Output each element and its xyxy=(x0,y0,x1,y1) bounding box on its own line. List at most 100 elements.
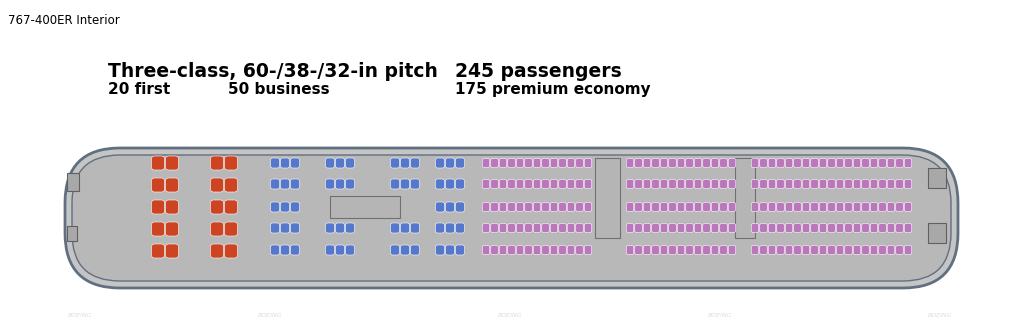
FancyBboxPatch shape xyxy=(345,158,354,168)
FancyBboxPatch shape xyxy=(534,179,541,189)
FancyBboxPatch shape xyxy=(224,200,238,214)
FancyBboxPatch shape xyxy=(686,202,693,212)
FancyBboxPatch shape xyxy=(768,202,776,212)
FancyBboxPatch shape xyxy=(152,178,165,192)
FancyBboxPatch shape xyxy=(445,202,455,212)
FancyBboxPatch shape xyxy=(686,223,693,233)
FancyBboxPatch shape xyxy=(677,179,685,189)
FancyBboxPatch shape xyxy=(811,158,818,168)
FancyBboxPatch shape xyxy=(500,179,507,189)
FancyBboxPatch shape xyxy=(837,179,844,189)
FancyBboxPatch shape xyxy=(508,223,515,233)
FancyBboxPatch shape xyxy=(534,245,541,255)
FancyBboxPatch shape xyxy=(862,179,869,189)
FancyBboxPatch shape xyxy=(768,179,776,189)
FancyBboxPatch shape xyxy=(660,158,668,168)
FancyBboxPatch shape xyxy=(516,223,523,233)
FancyBboxPatch shape xyxy=(712,179,719,189)
FancyBboxPatch shape xyxy=(702,223,711,233)
FancyBboxPatch shape xyxy=(542,158,549,168)
FancyBboxPatch shape xyxy=(660,245,668,255)
Text: BOEING: BOEING xyxy=(498,313,522,318)
FancyBboxPatch shape xyxy=(853,202,861,212)
FancyBboxPatch shape xyxy=(345,179,354,189)
FancyBboxPatch shape xyxy=(752,179,759,189)
FancyBboxPatch shape xyxy=(785,202,793,212)
FancyBboxPatch shape xyxy=(575,202,584,212)
FancyBboxPatch shape xyxy=(870,158,878,168)
FancyBboxPatch shape xyxy=(411,223,420,233)
FancyBboxPatch shape xyxy=(845,245,852,255)
FancyBboxPatch shape xyxy=(735,158,755,238)
FancyBboxPatch shape xyxy=(785,179,793,189)
FancyBboxPatch shape xyxy=(500,223,507,233)
FancyBboxPatch shape xyxy=(559,158,566,168)
FancyBboxPatch shape xyxy=(482,158,489,168)
FancyBboxPatch shape xyxy=(482,179,489,189)
FancyBboxPatch shape xyxy=(559,245,566,255)
FancyBboxPatch shape xyxy=(702,179,711,189)
FancyBboxPatch shape xyxy=(819,179,826,189)
FancyBboxPatch shape xyxy=(627,223,634,233)
FancyBboxPatch shape xyxy=(669,245,676,255)
FancyBboxPatch shape xyxy=(794,179,801,189)
FancyBboxPatch shape xyxy=(595,158,620,238)
Text: 20 first: 20 first xyxy=(108,82,170,97)
FancyBboxPatch shape xyxy=(827,158,836,168)
FancyBboxPatch shape xyxy=(660,223,668,233)
FancyBboxPatch shape xyxy=(508,179,515,189)
FancyBboxPatch shape xyxy=(785,245,793,255)
FancyBboxPatch shape xyxy=(728,202,736,212)
FancyBboxPatch shape xyxy=(224,244,238,258)
FancyBboxPatch shape xyxy=(728,158,736,168)
FancyBboxPatch shape xyxy=(326,245,335,255)
FancyBboxPatch shape xyxy=(500,158,507,168)
FancyBboxPatch shape xyxy=(760,202,767,212)
FancyBboxPatch shape xyxy=(456,158,465,168)
FancyBboxPatch shape xyxy=(879,245,886,255)
FancyBboxPatch shape xyxy=(887,158,895,168)
FancyBboxPatch shape xyxy=(677,245,685,255)
FancyBboxPatch shape xyxy=(651,245,659,255)
FancyBboxPatch shape xyxy=(712,223,719,233)
Text: BOEING: BOEING xyxy=(68,313,92,318)
FancyBboxPatch shape xyxy=(794,158,801,168)
FancyBboxPatch shape xyxy=(390,245,399,255)
Text: Three-class, 60-/38-/32-in pitch: Three-class, 60-/38-/32-in pitch xyxy=(108,62,438,81)
FancyBboxPatch shape xyxy=(928,168,946,188)
FancyBboxPatch shape xyxy=(67,226,77,241)
FancyBboxPatch shape xyxy=(281,179,290,189)
FancyBboxPatch shape xyxy=(651,223,659,233)
FancyBboxPatch shape xyxy=(281,202,290,212)
FancyBboxPatch shape xyxy=(862,245,869,255)
Text: 50 business: 50 business xyxy=(228,82,330,97)
FancyBboxPatch shape xyxy=(456,179,465,189)
FancyBboxPatch shape xyxy=(500,202,507,212)
FancyBboxPatch shape xyxy=(445,223,455,233)
FancyBboxPatch shape xyxy=(827,223,836,233)
FancyBboxPatch shape xyxy=(777,179,784,189)
FancyBboxPatch shape xyxy=(585,179,592,189)
FancyBboxPatch shape xyxy=(542,202,549,212)
FancyBboxPatch shape xyxy=(508,202,515,212)
FancyBboxPatch shape xyxy=(166,178,178,192)
FancyBboxPatch shape xyxy=(211,178,223,192)
FancyBboxPatch shape xyxy=(785,158,793,168)
Text: BOEING: BOEING xyxy=(928,313,952,318)
FancyBboxPatch shape xyxy=(508,245,515,255)
FancyBboxPatch shape xyxy=(336,158,344,168)
FancyBboxPatch shape xyxy=(760,245,767,255)
FancyBboxPatch shape xyxy=(837,223,844,233)
FancyBboxPatch shape xyxy=(827,245,836,255)
FancyBboxPatch shape xyxy=(660,179,668,189)
FancyBboxPatch shape xyxy=(853,245,861,255)
FancyBboxPatch shape xyxy=(728,245,736,255)
FancyBboxPatch shape xyxy=(211,156,223,170)
FancyBboxPatch shape xyxy=(728,179,736,189)
FancyBboxPatch shape xyxy=(390,158,399,168)
FancyBboxPatch shape xyxy=(336,245,344,255)
FancyBboxPatch shape xyxy=(65,148,958,288)
FancyBboxPatch shape xyxy=(879,223,886,233)
FancyBboxPatch shape xyxy=(635,179,642,189)
FancyBboxPatch shape xyxy=(702,158,711,168)
